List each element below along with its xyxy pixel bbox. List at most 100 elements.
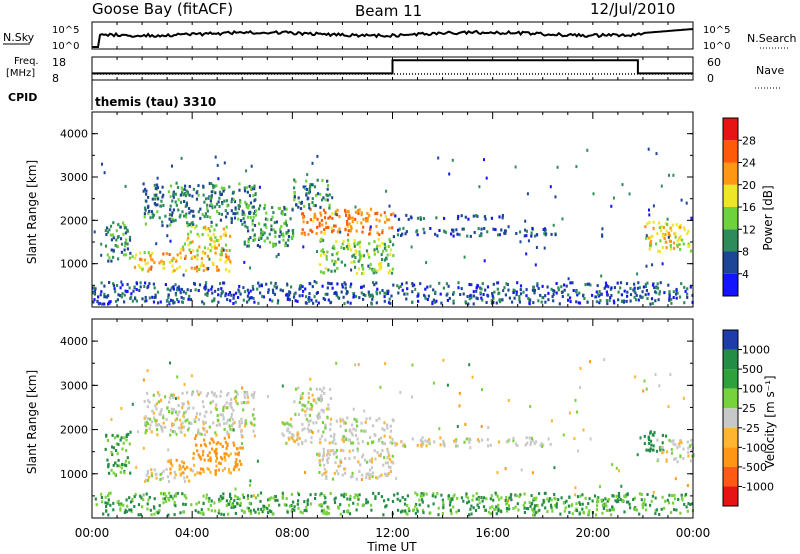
data-cell	[197, 453, 200, 457]
data-cell	[175, 181, 178, 185]
data-cell	[172, 410, 175, 414]
data-cell	[144, 415, 147, 419]
data-cell	[192, 214, 195, 218]
data-cell	[312, 399, 315, 403]
data-cell	[187, 243, 190, 247]
data-cell	[401, 288, 404, 292]
data-cell	[525, 234, 528, 238]
data-cell	[504, 467, 507, 471]
data-cell	[452, 301, 455, 305]
data-cell	[104, 447, 107, 451]
data-cell	[231, 197, 234, 201]
data-cell	[245, 401, 248, 405]
data-cell	[529, 298, 532, 302]
data-cell	[308, 299, 311, 303]
data-cell	[209, 503, 212, 507]
data-cell	[372, 271, 375, 275]
data-cell	[192, 209, 195, 213]
data-cell	[468, 297, 471, 301]
data-cell	[223, 456, 226, 459]
data-cell	[349, 475, 352, 479]
data-cell	[319, 387, 322, 391]
data-cell	[492, 498, 495, 502]
data-cell	[414, 491, 417, 495]
data-cell	[323, 463, 326, 467]
data-cell	[279, 230, 282, 234]
data-cell	[481, 388, 483, 392]
data-cell	[595, 513, 598, 517]
data-cell	[511, 300, 514, 304]
data-cell	[232, 467, 236, 471]
data-cell	[379, 267, 382, 271]
data-cell	[582, 428, 585, 432]
data-cell	[341, 473, 344, 477]
data-cell	[228, 424, 231, 428]
data-cell	[153, 261, 156, 265]
data-cell	[239, 200, 242, 204]
data-cell	[486, 230, 489, 234]
data-cell	[279, 227, 282, 231]
data-cell	[158, 504, 161, 508]
data-cell	[664, 499, 667, 503]
data-cell	[339, 458, 342, 462]
data-cell	[221, 469, 224, 472]
data-cell	[571, 503, 574, 507]
data-cell	[265, 211, 268, 215]
data-cell	[494, 491, 497, 495]
data-cell	[675, 508, 678, 512]
data-cell	[670, 440, 673, 444]
data-cell	[425, 444, 428, 448]
data-cell	[530, 502, 533, 506]
data-cell	[211, 285, 214, 289]
data-cell	[647, 147, 650, 151]
data-cell	[187, 297, 190, 301]
data-cell	[215, 403, 218, 407]
data-cell	[579, 494, 582, 498]
data-cell	[374, 497, 377, 500]
data-cell	[193, 418, 196, 422]
data-cell	[681, 498, 684, 502]
data-cell	[420, 444, 423, 448]
data-cell	[234, 511, 237, 515]
data-cell	[576, 293, 579, 297]
data-cell	[121, 447, 124, 451]
data-cell	[144, 281, 147, 285]
data-cell	[119, 503, 122, 507]
data-cell	[472, 290, 475, 294]
data-cell	[505, 440, 508, 444]
data-cell	[297, 196, 300, 200]
data-cell	[274, 495, 277, 499]
data-cell	[170, 407, 173, 411]
data-cell	[344, 493, 347, 496]
data-cell	[321, 421, 325, 424]
data-cell	[220, 287, 223, 291]
data-cell	[304, 287, 307, 291]
data-cell	[301, 212, 304, 216]
data-cell	[297, 493, 301, 497]
data-cell	[353, 244, 356, 248]
data-cell	[298, 437, 301, 440]
data-cell	[288, 290, 291, 294]
data-cell	[302, 289, 305, 293]
data-cell	[222, 186, 225, 190]
data-cell	[246, 190, 249, 194]
data-cell	[603, 286, 606, 290]
data-cell	[238, 182, 241, 186]
data-cell	[458, 404, 461, 408]
data-cell	[575, 502, 578, 506]
data-cell	[219, 494, 222, 498]
data-cell	[333, 269, 336, 273]
data-cell	[397, 228, 400, 232]
data-cell	[253, 423, 256, 427]
data-cell	[155, 423, 158, 427]
data-cell	[128, 496, 131, 500]
data-cell	[381, 449, 384, 452]
data-cell	[670, 451, 674, 455]
data-cell	[228, 402, 231, 406]
data-cell	[650, 297, 654, 301]
data-cell	[246, 244, 249, 248]
data-cell	[251, 222, 254, 226]
data-cell	[375, 224, 378, 228]
data-cell	[339, 230, 342, 234]
data-cell	[202, 511, 205, 515]
